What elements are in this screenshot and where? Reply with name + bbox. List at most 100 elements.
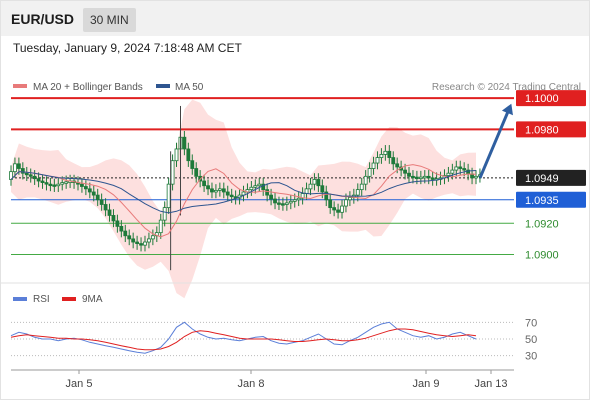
candle-body [446, 172, 451, 176]
candle-body [206, 185, 210, 190]
candle-body [87, 188, 92, 193]
candle-body [418, 176, 423, 180]
candle-body [273, 198, 277, 204]
candle-body [367, 168, 372, 177]
candle-body [281, 203, 285, 206]
candle-body [123, 230, 128, 237]
candle-body [395, 163, 400, 168]
timeframe-button[interactable]: 30 MIN [83, 8, 136, 32]
candle-body [44, 182, 49, 185]
level-label-pivot: 1.0935 [525, 195, 559, 207]
candles [9, 105, 482, 271]
candle-body [174, 148, 179, 162]
candle-body [119, 225, 124, 232]
candle-body [426, 175, 431, 179]
candle-body [288, 200, 293, 204]
candle-body [414, 176, 419, 180]
x-tick-label: Jan 13 [474, 378, 507, 390]
candle-body [60, 182, 65, 185]
forecast-arrow-shaft [478, 108, 511, 179]
timestamp: Tuesday, January 9, 2024 7:18:48 AM CET [13, 41, 242, 55]
x-tick-label: Jan 9 [413, 378, 440, 390]
candle-body [210, 188, 214, 193]
candle-body [91, 191, 96, 196]
candle-body [150, 235, 155, 240]
candle-body [40, 180, 45, 183]
candle-body [190, 160, 195, 169]
candle-body [312, 179, 317, 185]
level-label-resistance: 1.1000 [525, 93, 559, 105]
candle-body [355, 189, 360, 196]
rsi-level-label: 50 [525, 334, 537, 346]
candle-body [379, 154, 384, 158]
candle-body [411, 175, 415, 179]
ma50-legend-label: MA 50 [175, 82, 204, 93]
rsi-ma-line [10, 328, 477, 351]
candle-body [107, 209, 112, 216]
candle-body [103, 204, 108, 211]
candle-body [450, 169, 455, 174]
moving-averages [10, 164, 477, 238]
ma20-legend-swatch [13, 84, 27, 88]
candle-body [403, 169, 407, 174]
candle-body [20, 168, 25, 174]
candle-body [284, 202, 289, 205]
candle-body [265, 189, 270, 196]
candle-body [48, 183, 53, 187]
ma20-legend-label: MA 20 + Bollinger Bands [33, 82, 143, 93]
candle-body [64, 181, 69, 184]
rsi-legend-label: RSI [33, 294, 50, 305]
candle-body [36, 178, 41, 182]
candle-body [135, 241, 140, 244]
candle-body [387, 150, 392, 158]
candle-body [127, 235, 132, 240]
credit-text: Research © 2024 Trading Central [432, 82, 581, 93]
candle-body [363, 175, 368, 185]
level-label-current: 1.0949 [525, 173, 559, 185]
candle-body [24, 172, 29, 176]
level-label-support: 1.0920 [525, 218, 559, 230]
level-tag-resistance [516, 90, 586, 107]
rsi-legend-swatch [13, 297, 27, 301]
candle-body [422, 175, 427, 179]
top-bar: EUR/USD 30 MIN [1, 1, 589, 36]
candle-body [28, 174, 33, 177]
candle-body [249, 186, 254, 191]
candle-body [95, 194, 100, 201]
candle-body [158, 219, 163, 234]
rsi-line [10, 321, 477, 354]
candle-body [162, 207, 167, 221]
level-label-resistance: 1.0980 [525, 124, 559, 136]
rsi-level-label: 70 [525, 317, 537, 329]
candle-body [80, 183, 84, 187]
x-tick-label: Jan 8 [238, 378, 265, 390]
candle-body [344, 199, 348, 207]
candle-body [131, 238, 136, 243]
rsi-panel: 70 50 30 [10, 317, 537, 363]
candle-body [202, 180, 206, 187]
forecast-arrow [478, 103, 513, 179]
candle-body [214, 190, 218, 193]
rsi-ma-legend-swatch [62, 297, 76, 301]
candle-body [347, 197, 352, 201]
candle-body [56, 183, 61, 187]
candle-body [182, 136, 187, 150]
pair-title: EUR/USD [11, 11, 75, 27]
candle-body [277, 202, 281, 205]
candle-body [16, 163, 21, 169]
candle-body [474, 175, 478, 179]
candle-body [139, 243, 143, 246]
candle-body [217, 188, 222, 191]
candle-body [383, 150, 388, 155]
candle-body [359, 183, 364, 191]
candle-body [225, 191, 230, 196]
rsi-ma-legend-label: 9MA [82, 294, 103, 305]
candle-body [324, 191, 329, 201]
candle-body [257, 183, 262, 187]
candle-body [300, 193, 305, 199]
level-tag-pivot [516, 191, 586, 208]
candle-body [221, 188, 226, 193]
candle-body [430, 177, 435, 180]
candle-body [454, 166, 459, 171]
